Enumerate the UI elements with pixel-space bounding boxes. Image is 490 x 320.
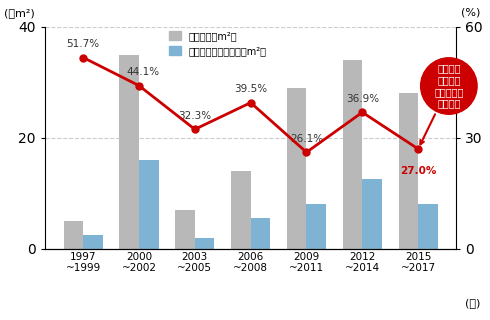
Text: 36.9%: 36.9% xyxy=(346,94,379,104)
Text: (%): (%) xyxy=(461,8,480,18)
Text: (年): (年) xyxy=(465,298,480,308)
Bar xyxy=(418,204,438,249)
Bar xyxy=(139,160,159,249)
Bar xyxy=(231,171,251,249)
Text: 32.3%: 32.3% xyxy=(178,111,211,121)
Text: 27.0%: 27.0% xyxy=(400,165,437,176)
Bar xyxy=(195,238,214,249)
Bar xyxy=(120,54,139,249)
Bar xyxy=(287,88,306,249)
Bar xyxy=(399,93,418,249)
Bar xyxy=(251,218,270,249)
Bar xyxy=(362,180,382,249)
Text: サーバー
ルームの
面積割合は
減少傾向: サーバー ルームの 面積割合は 減少傾向 xyxy=(420,64,464,144)
Legend: 総床面積（m²）, サーバールーム面積（m²）: 総床面積（m²）, サーバールーム面積（m²） xyxy=(165,27,270,60)
Text: 26.1%: 26.1% xyxy=(290,134,323,144)
Text: 39.5%: 39.5% xyxy=(234,84,267,94)
Bar xyxy=(83,235,103,249)
Bar xyxy=(343,60,362,249)
Text: 44.1%: 44.1% xyxy=(126,67,160,77)
Text: (万m²): (万m²) xyxy=(4,8,34,18)
Bar xyxy=(306,204,326,249)
Bar xyxy=(64,221,83,249)
Bar xyxy=(175,210,195,249)
Text: 51.7%: 51.7% xyxy=(67,39,100,49)
